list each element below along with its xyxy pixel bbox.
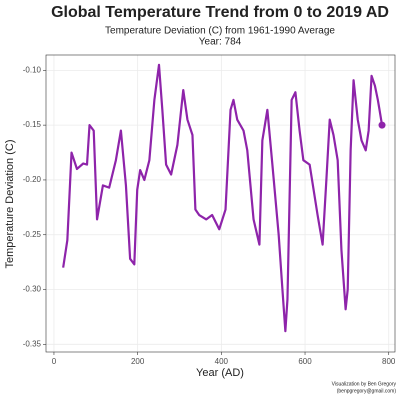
caption: (benpgregory@gmail.com) [337,388,397,394]
y-tick-label: -0.25 [23,230,42,239]
y-tick-label: -0.30 [23,285,42,294]
x-tick-label: 800 [382,357,396,366]
x-tick-label: 200 [131,357,145,366]
x-tick-label: 400 [215,357,229,366]
chart-title: Global Temperature Trend from 0 to 2019 … [51,4,389,21]
chart-subtitle: Year: 784 [199,37,242,48]
plot-border [45,54,396,353]
x-tick-label: 600 [298,357,312,366]
x-tick-label: 0 [52,357,57,366]
y-tick-label: -0.10 [23,65,42,74]
line [62,63,384,333]
caption: Visualization by Ben Gregory [332,381,397,387]
y-tick-label: -0.15 [23,120,42,129]
y-tick-label: -0.35 [23,339,42,348]
x-axis-label: Year (AD) [196,367,244,379]
end-point [378,121,386,129]
y-tick-label: -0.20 [23,175,42,184]
y-axis-label: Temperature Deviation (C) [4,140,16,269]
chart-subtitle: Temperature Deviation (C) from 1961-1990… [105,26,335,37]
